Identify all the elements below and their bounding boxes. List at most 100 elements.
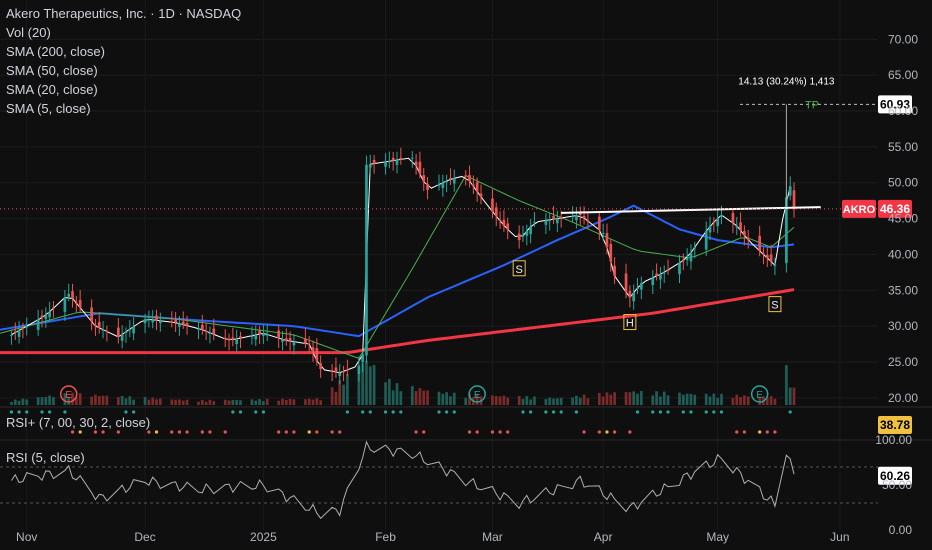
volume-bar — [227, 400, 231, 405]
candle-body — [792, 190, 796, 209]
price-tick-label: 55.00 — [888, 140, 918, 154]
indicator-legend: Akero Therapeutics, Inc. · 1D · NASDAQ V… — [6, 4, 241, 118]
candle-body — [174, 318, 177, 323]
candle-body — [765, 254, 769, 259]
candle-body — [445, 180, 448, 183]
candle-body — [231, 337, 235, 340]
candle-body — [158, 320, 162, 324]
volume-bar — [506, 397, 510, 405]
time-tick-label: 2025 — [250, 530, 277, 544]
candle-body — [498, 220, 502, 222]
candle-body — [472, 184, 475, 187]
candle-body — [334, 367, 338, 373]
volume-bar — [578, 397, 582, 405]
candle-body — [410, 157, 414, 159]
candle-body — [71, 291, 74, 299]
legend-volume[interactable]: Vol (20) — [6, 25, 51, 40]
volume-bar — [204, 401, 208, 405]
rsi-plus-dot — [154, 430, 159, 434]
symbol-title[interactable]: Akero Therapeutics, Inc. · 1D · NASDAQ — [6, 6, 242, 21]
candle-body — [239, 336, 242, 339]
candle-body — [464, 175, 468, 177]
annotations: TP 14.13 (30.24%) 1,413 60.93 AKRO 46.36 S H S E… — [0, 76, 912, 434]
volume-bar — [132, 399, 135, 405]
legend-sma5[interactable]: SMA (5, close) — [6, 101, 91, 116]
rsi-plus-dot — [361, 410, 365, 414]
volume-bar — [288, 398, 292, 405]
rsi-plus-dot — [292, 430, 296, 434]
candle-body — [441, 182, 445, 189]
volume-bar — [372, 365, 376, 405]
candle-body — [90, 307, 93, 322]
volume-bar — [338, 380, 342, 405]
volume-bar — [746, 396, 750, 405]
rsi-plus-dot — [666, 410, 670, 414]
volume-bar — [67, 396, 71, 405]
rsi-plus-label[interactable]: RSI+ (7, 00, 30, 2, close) — [6, 415, 151, 430]
legend-sma20[interactable]: SMA (20, close) — [6, 82, 98, 97]
rsi-plus-dot — [368, 410, 372, 414]
volume-bar — [71, 392, 74, 405]
volume-bar — [284, 400, 288, 405]
candle-body — [281, 339, 284, 342]
candle-body — [311, 347, 315, 353]
rsi-plus-value-tag — [878, 416, 912, 434]
rsi-plus-dot — [742, 430, 746, 434]
rsi-label[interactable]: RSI (5, close) — [6, 450, 85, 465]
rsi-plus-dot — [475, 430, 479, 434]
pattern-marker-letter: H — [626, 318, 634, 330]
earnings-badge-letter: E — [474, 390, 481, 401]
rsi-plus-dot — [261, 410, 265, 414]
volume-bar — [384, 382, 387, 405]
rsi-plus-value: 38.78 — [880, 418, 910, 432]
candle-body — [468, 175, 471, 181]
rsi-plus-dot — [773, 430, 777, 434]
candle-body — [105, 330, 109, 332]
rsi-plus-dot — [177, 430, 182, 434]
legend-sma50[interactable]: SMA (50, close) — [6, 63, 98, 78]
candle-body — [346, 369, 349, 371]
candle-body — [731, 212, 735, 224]
volume-bar — [464, 397, 468, 405]
axes: 70.00 65.00 60.00 55.00 50.00 45.00 40.00 35.00… — [16, 32, 918, 544]
legend-sma200[interactable]: SMA (200, close) — [6, 44, 105, 59]
candle-body — [559, 216, 563, 218]
candle-body — [746, 238, 750, 241]
candle-body — [712, 221, 716, 223]
rsi-plus-dot — [124, 410, 128, 414]
candle-body — [94, 324, 97, 327]
rsi-plus-dot — [506, 430, 510, 434]
volume-bar — [307, 398, 311, 405]
volume-bar — [94, 394, 97, 405]
volume-bar — [544, 399, 548, 405]
candle-body — [678, 262, 681, 275]
volume-bar — [712, 393, 716, 405]
rsi-plus-dot — [231, 410, 235, 414]
volume-bar — [36, 397, 40, 405]
candle-body — [181, 321, 185, 325]
volume-bar — [418, 388, 422, 405]
volume-bar — [491, 395, 494, 405]
sma20-line — [0, 174, 795, 360]
rsi-plus-dot — [704, 410, 708, 414]
rsi-plus-dot — [422, 430, 426, 434]
price-tick-label: 45.00 — [888, 212, 918, 226]
volume-bar — [773, 398, 777, 405]
volume-bar — [197, 401, 200, 405]
volume-bar — [399, 391, 403, 405]
volume-bar — [155, 399, 158, 405]
volume-bar — [250, 399, 254, 405]
volume-bar — [743, 395, 746, 405]
candle-body — [739, 222, 742, 231]
rsi-plus-dot — [574, 410, 579, 414]
volume-bar — [78, 393, 82, 405]
volume-bar — [170, 399, 174, 405]
volume-bar — [21, 398, 25, 405]
candle-body — [399, 157, 403, 160]
candle-body — [449, 178, 452, 180]
candle-body — [178, 323, 181, 327]
volume-bar — [365, 360, 368, 405]
rsi-plus-dot — [651, 410, 655, 414]
candle-body — [575, 215, 578, 221]
